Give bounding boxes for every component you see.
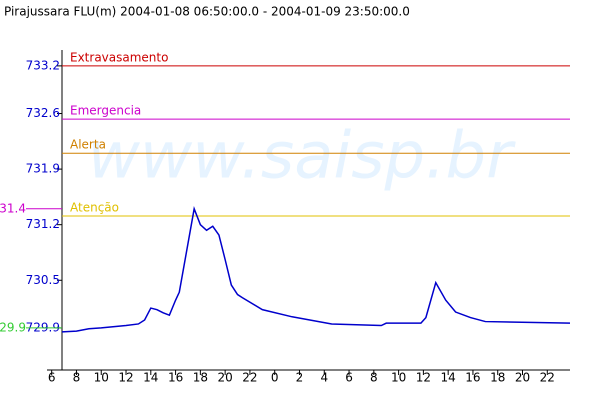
x-tick-label: 16 xyxy=(465,371,480,385)
x-tick-label: 4 xyxy=(320,371,328,385)
x-tick-label: 10 xyxy=(94,371,109,385)
x-tick-label: 6 xyxy=(48,371,56,385)
x-tick-label: 12 xyxy=(118,371,133,385)
chart-title: Pirajussara FLU(m) 2004-01-08 06:50:00.0… xyxy=(4,5,410,19)
y-tick-label: 732.6 xyxy=(26,106,60,120)
y-tick-label: 731.2 xyxy=(26,217,60,231)
x-tick-label: 12 xyxy=(416,371,431,385)
x-tick-label: 14 xyxy=(143,371,158,385)
x-tick-label: 20 xyxy=(515,371,530,385)
y-tick-label: 733.2 xyxy=(26,58,60,72)
threshold-label: Extravasamento xyxy=(70,50,168,64)
x-tick-label: 20 xyxy=(218,371,233,385)
threshold-label: Emergencia xyxy=(70,104,141,118)
x-tick-label: 16 xyxy=(168,371,183,385)
extreme-label: 731.4 xyxy=(0,201,26,215)
threshold-label: Alerta xyxy=(70,138,106,152)
x-tick-label: 2 xyxy=(296,371,304,385)
watermark: www.saisp.br xyxy=(88,120,517,194)
x-tick-label: 18 xyxy=(193,371,208,385)
y-tick-label: 731.9 xyxy=(26,162,60,176)
x-tick-label: 18 xyxy=(490,371,505,385)
x-tick-label: 8 xyxy=(370,371,378,385)
series-line xyxy=(61,206,571,333)
x-tick-label: 6 xyxy=(345,371,353,385)
x-tick-label: 8 xyxy=(73,371,81,385)
x-tick-label: 14 xyxy=(441,371,456,385)
extreme-label: 729.9 xyxy=(0,320,26,334)
threshold-label: Atenção xyxy=(70,200,119,214)
x-tick-label: 22 xyxy=(540,371,555,385)
x-tick-label: 22 xyxy=(242,371,257,385)
x-tick-label: 0 xyxy=(271,371,279,385)
y-tick-label: 730.5 xyxy=(26,273,60,287)
x-tick-label: 10 xyxy=(391,371,406,385)
